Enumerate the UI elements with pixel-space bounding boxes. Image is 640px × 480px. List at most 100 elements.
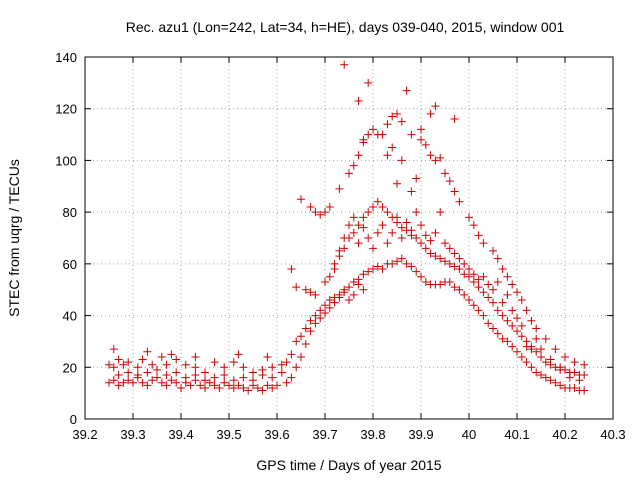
data-point xyxy=(263,381,272,390)
data-point xyxy=(172,378,181,387)
data-point xyxy=(537,371,545,380)
data-point xyxy=(455,265,464,274)
data-point xyxy=(541,358,550,367)
data-point xyxy=(445,177,454,186)
data-point xyxy=(498,334,507,343)
data-point xyxy=(153,365,161,374)
data-point xyxy=(580,371,589,380)
data-point xyxy=(311,311,320,320)
x-tick-label: 39.3 xyxy=(120,427,145,442)
data-point xyxy=(114,355,123,364)
data-point xyxy=(340,234,349,242)
data-point xyxy=(383,239,392,248)
data-point xyxy=(426,249,435,258)
data-point xyxy=(412,267,421,276)
data-point xyxy=(479,239,488,248)
data-point xyxy=(503,337,512,346)
data-point xyxy=(354,280,363,289)
data-point xyxy=(321,208,329,217)
x-tick-label: 40.3 xyxy=(600,427,625,442)
data-point xyxy=(364,208,373,217)
data-point xyxy=(489,246,497,255)
data-point xyxy=(349,277,358,286)
data-point xyxy=(417,125,425,134)
data-point xyxy=(119,360,128,369)
data-point xyxy=(109,376,118,385)
data-point xyxy=(426,236,435,245)
data-point xyxy=(273,381,281,390)
data-point xyxy=(143,347,152,356)
plot-frame xyxy=(84,56,614,420)
data-point xyxy=(162,360,171,369)
data-point xyxy=(441,169,449,178)
data-point xyxy=(316,314,325,323)
data-point xyxy=(201,376,209,385)
data-point xyxy=(191,371,200,380)
data-point xyxy=(575,376,584,385)
data-point xyxy=(287,373,296,382)
data-point xyxy=(311,208,320,217)
data-point xyxy=(517,352,526,361)
data-point xyxy=(124,358,133,367)
data-point xyxy=(229,383,238,392)
y-axis-label: STEC from uqrg / TECUs xyxy=(6,159,22,317)
data-point xyxy=(239,373,248,382)
data-point xyxy=(469,301,478,310)
data-point xyxy=(364,78,373,87)
data-point xyxy=(493,254,502,263)
data-point xyxy=(565,373,574,382)
data-point xyxy=(407,130,416,139)
data-point xyxy=(546,355,555,364)
data-point xyxy=(301,324,310,333)
data-point xyxy=(369,244,377,253)
data-point xyxy=(287,350,296,359)
y-tick-label: 100 xyxy=(55,153,77,168)
data-point xyxy=(383,208,392,217)
data-point xyxy=(527,345,536,354)
data-point xyxy=(349,213,358,222)
data-point xyxy=(537,345,545,354)
data-point xyxy=(277,360,286,369)
data-point xyxy=(229,376,238,385)
data-point xyxy=(383,120,392,129)
data-point xyxy=(479,311,488,320)
data-point xyxy=(148,376,157,385)
data-point xyxy=(522,306,531,315)
data-point xyxy=(282,358,291,367)
data-point xyxy=(561,365,569,374)
x-tick-labels: 39.2 39.3 39.4 39.5 39.6 39.7 39.8 39.9 40 40.1 40… xyxy=(72,427,625,442)
data-point xyxy=(503,290,512,299)
data-point xyxy=(450,249,459,258)
data-point xyxy=(129,378,137,387)
data-point xyxy=(489,298,497,307)
data-point xyxy=(436,208,445,217)
y-tick-label: 0 xyxy=(70,412,77,427)
data-point xyxy=(556,381,565,390)
data-point xyxy=(426,151,435,160)
data-point xyxy=(311,290,320,299)
data-point xyxy=(508,280,517,289)
data-point xyxy=(373,197,382,206)
chart-title: Rec. azu1 (Lon=242, Lat=34, h=HE), days … xyxy=(126,19,565,35)
data-point xyxy=(479,288,488,297)
y-tick-label: 40 xyxy=(63,309,77,324)
data-point xyxy=(249,368,257,377)
y-tick-label: 20 xyxy=(63,360,77,375)
data-point xyxy=(441,257,449,266)
x-axis-label: GPS time / Days of year 2015 xyxy=(256,457,441,473)
data-point xyxy=(546,376,555,385)
data-point xyxy=(388,228,397,237)
data-point xyxy=(402,86,411,95)
data-point xyxy=(354,239,363,248)
data-point xyxy=(450,115,459,124)
data-point xyxy=(369,202,377,211)
data-point xyxy=(234,350,243,359)
data-point xyxy=(220,363,229,372)
data-point xyxy=(517,296,526,305)
data-point xyxy=(340,60,349,69)
data-point xyxy=(316,306,325,315)
data-point xyxy=(469,277,478,286)
data-point xyxy=(484,280,493,289)
data-point xyxy=(229,358,238,367)
